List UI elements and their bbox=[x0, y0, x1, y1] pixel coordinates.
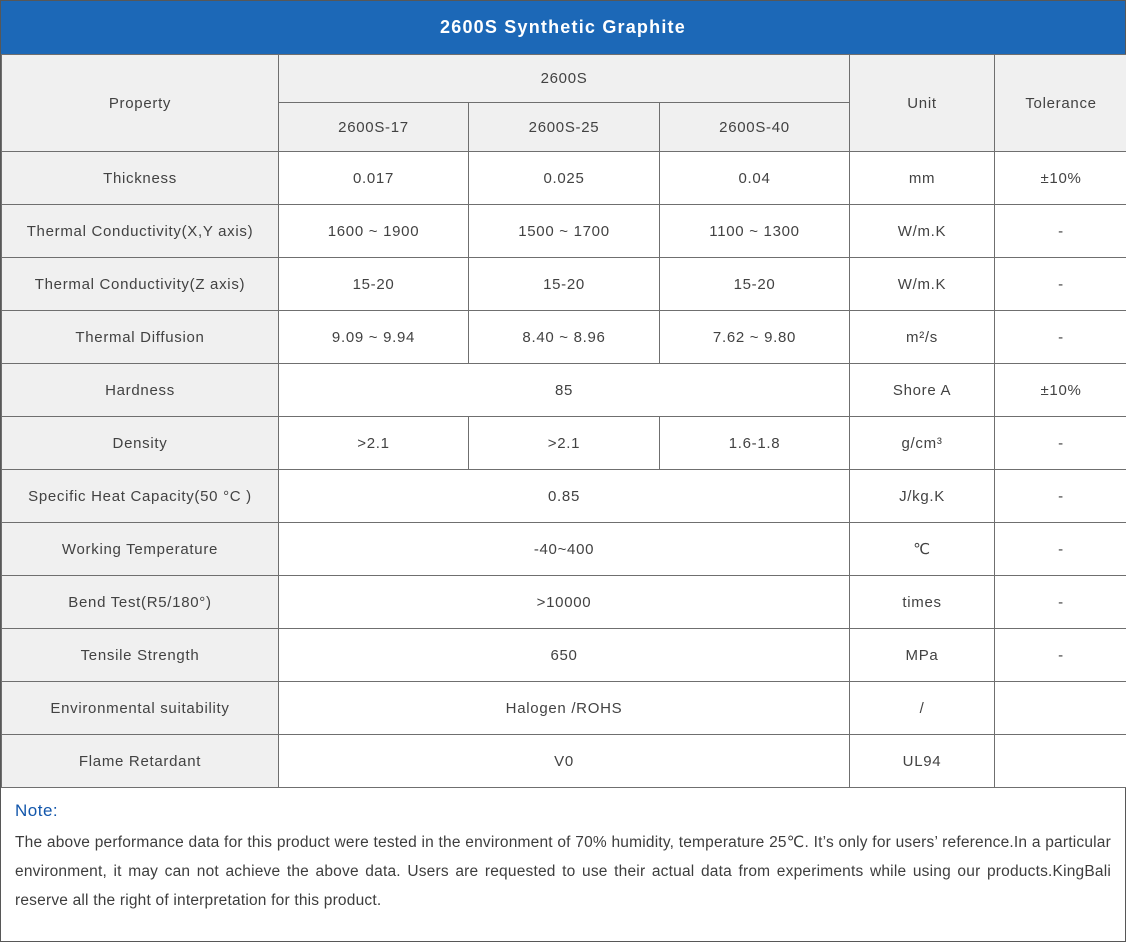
value-cell: 1100 ~ 1300 bbox=[658, 204, 851, 258]
unit-cell: m²/s bbox=[849, 310, 996, 364]
value-cell: >2.1 bbox=[468, 416, 660, 470]
unit-cell: ℃ bbox=[849, 522, 996, 576]
value-cell: 0.017 bbox=[278, 151, 469, 205]
value-cell: 0.85 bbox=[277, 469, 851, 523]
note-section: Note: The above performance data for thi… bbox=[1, 788, 1125, 915]
note-label: Note: bbox=[15, 801, 59, 820]
table-row: Thermal Conductivity(Z axis) 15-20 15-20… bbox=[1, 257, 1126, 311]
table-row: Working Temperature -40~400 ℃ - bbox=[1, 522, 1126, 576]
value-cell: >2.1 bbox=[278, 416, 469, 470]
table-row: Specific Heat Capacity(50 °C ) 0.85 J/kg… bbox=[1, 469, 1126, 523]
property-cell: Thermal Conductivity(X,Y axis) bbox=[1, 204, 279, 258]
tolerance-cell: - bbox=[994, 575, 1126, 629]
table-row: Tensile Strength 650 MPa - bbox=[1, 628, 1126, 682]
value-cell: >10000 bbox=[277, 575, 851, 629]
unit-cell: mm bbox=[849, 151, 996, 205]
table-subheader-row: 2600S-17 2600S-25 2600S-40 bbox=[2, 102, 1126, 152]
property-cell: Flame Retardant bbox=[1, 734, 279, 788]
col-header-tolerance: Tolerance bbox=[994, 54, 1126, 152]
tolerance-cell: - bbox=[994, 522, 1126, 576]
value-cell: 15-20 bbox=[658, 257, 851, 311]
value-cell: 85 bbox=[277, 363, 851, 417]
unit-cell: W/m.K bbox=[849, 257, 996, 311]
tolerance-cell bbox=[994, 734, 1126, 788]
property-cell: Environmental suitability bbox=[1, 681, 279, 735]
value-cell: Halogen /ROHS bbox=[277, 681, 851, 735]
property-cell: Bend Test(R5/180°) bbox=[1, 575, 279, 629]
tolerance-cell: ±10% bbox=[994, 363, 1126, 417]
col-header-unit: Unit bbox=[849, 54, 996, 152]
value-cell: V0 bbox=[277, 734, 851, 788]
unit-cell: W/m.K bbox=[849, 204, 996, 258]
spec-table: Property 2600S Unit Tolerance 2600S-17 2… bbox=[1, 54, 1126, 788]
property-cell: Working Temperature bbox=[1, 522, 279, 576]
value-cell: 7.62 ~ 9.80 bbox=[658, 310, 851, 364]
unit-cell: J/kg.K bbox=[849, 469, 996, 523]
unit-cell: g/cm³ bbox=[849, 416, 996, 470]
table-row: Flame Retardant V0 UL94 bbox=[1, 734, 1126, 788]
tolerance-cell: - bbox=[994, 257, 1126, 311]
table-row: Thickness 0.017 0.025 0.04 mm ±10% bbox=[1, 151, 1126, 205]
unit-cell: Shore A bbox=[849, 363, 996, 417]
property-cell: Hardness bbox=[1, 363, 279, 417]
value-cell: 650 bbox=[277, 628, 851, 682]
value-cell: 9.09 ~ 9.94 bbox=[278, 310, 469, 364]
property-cell: Density bbox=[1, 416, 279, 470]
table-row: Bend Test(R5/180°) >10000 times - bbox=[1, 575, 1126, 629]
property-cell: Thermal Conductivity(Z axis) bbox=[1, 257, 279, 311]
col-header-2600s-17: 2600S-17 bbox=[278, 102, 469, 152]
unit-cell: / bbox=[849, 681, 996, 735]
property-cell: Tensile Strength bbox=[1, 628, 279, 682]
tolerance-cell: ±10% bbox=[994, 151, 1126, 205]
col-header-2600s-25: 2600S-25 bbox=[468, 102, 660, 152]
property-cell: Thickness bbox=[1, 151, 279, 205]
value-cell: 1.6-1.8 bbox=[658, 416, 851, 470]
table-row: Thermal Conductivity(X,Y axis) 1600 ~ 19… bbox=[1, 204, 1126, 258]
col-header-property: Property bbox=[1, 54, 279, 152]
property-cell: Thermal Diffusion bbox=[1, 310, 279, 364]
value-cell: 8.40 ~ 8.96 bbox=[468, 310, 660, 364]
note-text: The above performance data for this prod… bbox=[15, 834, 1111, 909]
page-title: 2600S Synthetic Graphite bbox=[1, 1, 1125, 54]
col-header-group-2600s: 2600S bbox=[277, 54, 851, 103]
unit-cell: MPa bbox=[849, 628, 996, 682]
tolerance-cell: - bbox=[994, 628, 1126, 682]
value-cell: 0.025 bbox=[468, 151, 660, 205]
tolerance-cell: - bbox=[994, 416, 1126, 470]
col-header-2600s-40: 2600S-40 bbox=[658, 102, 851, 152]
unit-cell: times bbox=[849, 575, 996, 629]
value-cell: 0.04 bbox=[658, 151, 851, 205]
value-cell: -40~400 bbox=[277, 522, 851, 576]
tolerance-cell: - bbox=[994, 469, 1126, 523]
value-cell: 15-20 bbox=[468, 257, 660, 311]
tolerance-cell: - bbox=[994, 204, 1126, 258]
table-row: Hardness 85 Shore A ±10% bbox=[1, 363, 1126, 417]
table-row: Environmental suitability Halogen /ROHS … bbox=[1, 681, 1126, 735]
property-cell: Specific Heat Capacity(50 °C ) bbox=[1, 469, 279, 523]
table-row: Thermal Diffusion 9.09 ~ 9.94 8.40 ~ 8.9… bbox=[1, 310, 1126, 364]
unit-cell: UL94 bbox=[849, 734, 996, 788]
tolerance-cell: - bbox=[994, 310, 1126, 364]
table-header-row: Property 2600S Unit Tolerance bbox=[1, 54, 1126, 152]
value-cell: 15-20 bbox=[278, 257, 469, 311]
table-row: Density >2.1 >2.1 1.6-1.8 g/cm³ - bbox=[1, 416, 1126, 470]
value-cell: 1500 ~ 1700 bbox=[468, 204, 660, 258]
value-cell: 1600 ~ 1900 bbox=[278, 204, 469, 258]
tolerance-cell bbox=[994, 681, 1126, 735]
